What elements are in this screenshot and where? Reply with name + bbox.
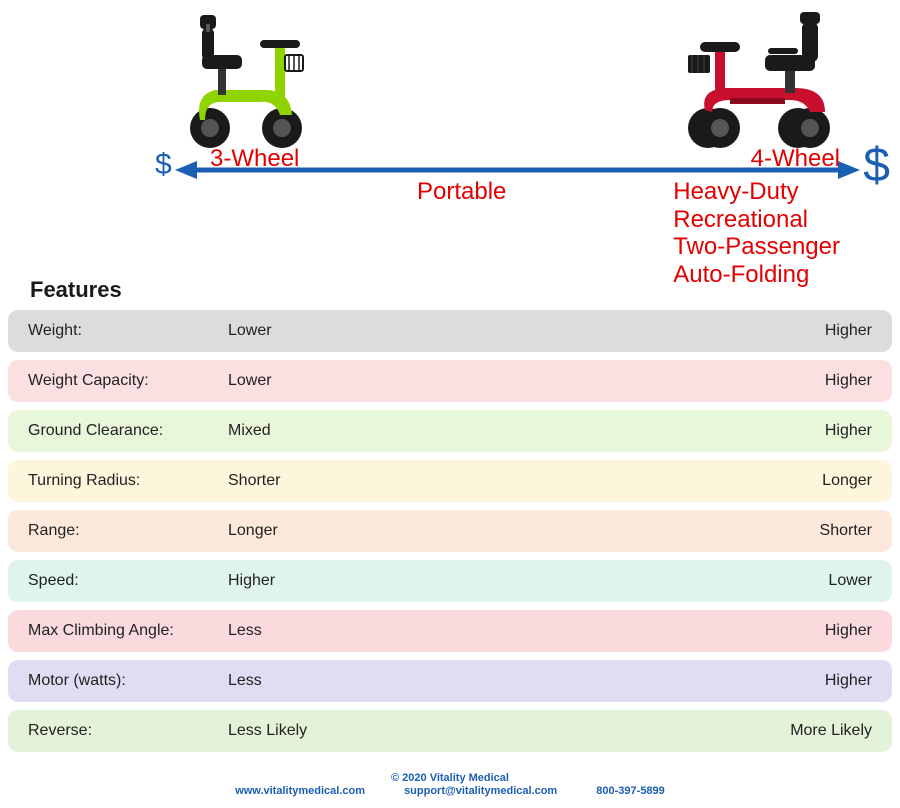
footer-copyright: © 2020 Vitality Medical xyxy=(0,772,900,784)
label-3wheel: 3-Wheel xyxy=(210,145,299,173)
scooter-3wheel-icon xyxy=(180,10,310,155)
label-recreational: Recreational xyxy=(673,206,840,234)
feature-label: Turning Radius: xyxy=(28,472,228,490)
label-portable: Portable xyxy=(417,178,506,206)
feature-right-value: Higher xyxy=(428,322,872,340)
feature-left-value: Mixed xyxy=(228,422,428,440)
feature-left-value: Less xyxy=(228,672,428,690)
feature-left-value: Lower xyxy=(228,322,428,340)
table-row: Ground Clearance:MixedHigher xyxy=(8,410,892,452)
footer-phone: 800-397-5899 xyxy=(596,785,665,797)
feature-label: Weight Capacity: xyxy=(28,372,228,390)
feature-right-value: Longer xyxy=(428,472,872,490)
table-row: Max Climbing Angle:LessHigher xyxy=(8,610,892,652)
feature-left-value: Longer xyxy=(228,522,428,540)
table-row: Weight:LowerHigher xyxy=(8,310,892,352)
feature-label: Ground Clearance: xyxy=(28,422,228,440)
features-heading: Features xyxy=(30,277,122,303)
feature-left-value: Less xyxy=(228,622,428,640)
feature-left-value: Shorter xyxy=(228,472,428,490)
feature-right-value: Shorter xyxy=(428,522,872,540)
feature-right-value: Lower xyxy=(428,572,872,590)
table-row: Weight Capacity:LowerHigher xyxy=(8,360,892,402)
feature-left-value: Less Likely xyxy=(228,722,428,740)
table-row: Range:LongerShorter xyxy=(8,510,892,552)
feature-left-value: Lower xyxy=(228,372,428,390)
feature-label: Range: xyxy=(28,522,228,540)
feature-label: Motor (watts): xyxy=(28,672,228,690)
footer-website: www.vitalitymedical.com xyxy=(235,785,365,797)
table-row: Motor (watts):LessHigher xyxy=(8,660,892,702)
feature-right-value: Higher xyxy=(428,372,872,390)
feature-right-value: Higher xyxy=(428,672,872,690)
label-auto-folding: Auto-Folding xyxy=(673,261,840,289)
footer: © 2020 Vitality Medical www.vitalitymedi… xyxy=(0,771,900,798)
feature-label: Speed: xyxy=(28,572,228,590)
features-table: Weight:LowerHigherWeight Capacity:LowerH… xyxy=(8,310,892,760)
table-row: Speed:HigherLower xyxy=(8,560,892,602)
feature-right-value: Higher xyxy=(428,422,872,440)
feature-right-value: More Likely xyxy=(428,722,872,740)
table-row: Turning Radius:ShorterLonger xyxy=(8,460,892,502)
feature-left-value: Higher xyxy=(228,572,428,590)
right-type-labels: Heavy-Duty Recreational Two-Passenger Au… xyxy=(673,178,840,288)
feature-label: Weight: xyxy=(28,322,228,340)
comparison-header: $ $ 3-Wheel Portable 4-Wheel Heavy-Duty … xyxy=(0,0,900,290)
label-4wheel: 4-Wheel xyxy=(751,145,840,173)
label-two-passenger: Two-Passenger xyxy=(673,233,840,261)
price-high-icon: $ xyxy=(863,138,890,193)
feature-right-value: Higher xyxy=(428,622,872,640)
table-row: Reverse:Less LikelyMore Likely xyxy=(8,710,892,752)
price-low-icon: $ xyxy=(155,148,172,182)
feature-label: Reverse: xyxy=(28,722,228,740)
feature-label: Max Climbing Angle: xyxy=(28,622,228,640)
scooter-4wheel-icon xyxy=(680,10,840,155)
label-heavy-duty: Heavy-Duty xyxy=(673,178,840,206)
footer-email: support@vitalitymedical.com xyxy=(404,785,557,797)
